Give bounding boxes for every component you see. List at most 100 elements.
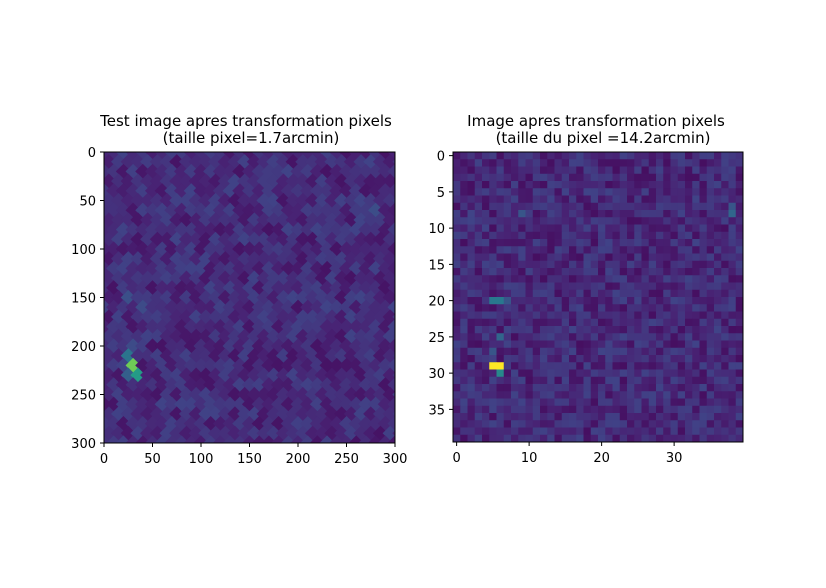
heatmap-cell — [164, 280, 180, 296]
heatmap-cell — [569, 318, 577, 327]
heatmap-cell — [159, 445, 174, 460]
heatmap-cell — [656, 289, 664, 298]
heatmap-cell — [261, 338, 277, 354]
heatmap-cell — [670, 275, 679, 283]
heatmap-cell — [280, 152, 296, 160]
heatmap-cell — [656, 195, 664, 204]
heatmap-cell — [641, 427, 650, 436]
heatmap-cell — [663, 181, 671, 189]
heatmap-cell — [656, 297, 664, 305]
heatmap-cell — [453, 210, 461, 218]
heatmap-cell — [271, 260, 287, 276]
heatmap-cell — [554, 420, 563, 428]
heatmap-cell — [503, 326, 512, 334]
heatmap-cell — [467, 217, 476, 225]
heatmap-cell — [453, 253, 461, 262]
heatmap-cell — [598, 318, 606, 327]
heatmap-cell — [540, 384, 548, 392]
heatmap-cell — [397, 222, 412, 237]
heatmap-cell — [648, 181, 657, 189]
heatmap-cell — [212, 377, 228, 393]
heatmap-cell — [583, 391, 592, 399]
heatmap-cell — [503, 224, 512, 233]
heatmap-cell — [511, 210, 519, 218]
heatmap-cell — [706, 217, 715, 225]
heatmap-cell — [670, 195, 679, 204]
heatmap-cell — [569, 369, 577, 378]
heatmap-cell — [583, 384, 592, 392]
heatmap-cell — [677, 326, 686, 334]
heatmap-cell — [721, 268, 729, 276]
heatmap-cell — [474, 434, 483, 443]
heatmap-cell — [251, 260, 267, 276]
heatmap-cell — [203, 152, 219, 160]
heatmap-cell — [612, 253, 621, 262]
heatmap-cell — [503, 210, 512, 218]
heatmap-cell — [532, 268, 541, 276]
heatmap-cell — [692, 398, 700, 407]
heatmap-cell — [561, 384, 570, 392]
heatmap-cell — [619, 231, 628, 240]
heatmap-cell — [619, 268, 628, 276]
heatmap-cell — [663, 217, 671, 225]
heatmap-cell — [670, 340, 679, 349]
heatmap-cell — [583, 166, 592, 175]
heatmap-cell — [256, 309, 272, 325]
heatmap-cell — [482, 413, 490, 421]
heatmap-cell — [583, 181, 592, 189]
heatmap-cell — [641, 413, 650, 421]
heatmap-cell — [460, 427, 468, 436]
heatmap-cell — [685, 231, 693, 240]
heatmap-cell — [634, 376, 642, 385]
heatmap-cell — [467, 340, 476, 349]
heatmap-cell — [397, 261, 412, 276]
heatmap-cell — [677, 275, 686, 283]
heatmap-cell — [482, 297, 490, 305]
heatmap-cell — [627, 347, 635, 356]
heatmap-cell — [474, 347, 483, 356]
heatmap-cell — [735, 391, 744, 399]
heatmap-cell — [348, 377, 364, 393]
heatmap-cell — [368, 357, 384, 373]
heatmap-cell — [467, 181, 476, 189]
heatmap-cell — [590, 159, 599, 167]
heatmap-cell — [583, 304, 592, 312]
x-tick-label: 0 — [452, 451, 460, 466]
heatmap-cell — [460, 340, 468, 349]
heatmap-cell — [489, 181, 497, 189]
heatmap-cell — [154, 377, 170, 393]
heatmap-cell — [532, 275, 541, 283]
heatmap-cell — [648, 159, 657, 167]
heatmap-cell — [453, 239, 461, 247]
heatmap-cell — [576, 210, 584, 218]
heatmap-cell — [525, 369, 534, 378]
heatmap-cell — [460, 376, 468, 385]
heatmap-cell — [692, 289, 700, 298]
heatmap-cell — [503, 159, 512, 167]
heatmap-cell — [648, 420, 657, 428]
heatmap-cell — [402, 135, 417, 150]
heatmap-cell — [699, 362, 708, 370]
heatmap-cell — [692, 420, 700, 428]
heatmap-cell — [489, 268, 497, 276]
heatmap-cell — [692, 318, 700, 327]
heatmap-cell — [453, 268, 461, 276]
heatmap-cell — [319, 435, 335, 443]
heatmap-cell — [518, 159, 526, 167]
x-tick-label: 20 — [593, 451, 610, 466]
heatmap-cell — [627, 318, 635, 327]
heatmap-cell — [120, 328, 136, 344]
heatmap-cell — [467, 326, 476, 334]
heatmap-cell — [348, 357, 364, 373]
heatmap-cell — [368, 435, 384, 443]
heatmap-cell — [474, 268, 483, 276]
heatmap-cell — [619, 239, 628, 247]
heatmap-cell — [561, 217, 570, 225]
heatmap-cell — [634, 210, 642, 218]
heatmap-cell — [685, 427, 693, 436]
heatmap-cell — [612, 369, 621, 378]
heatmap-cell — [212, 435, 228, 443]
heatmap-cell — [525, 355, 534, 363]
heatmap-cell — [368, 377, 384, 393]
